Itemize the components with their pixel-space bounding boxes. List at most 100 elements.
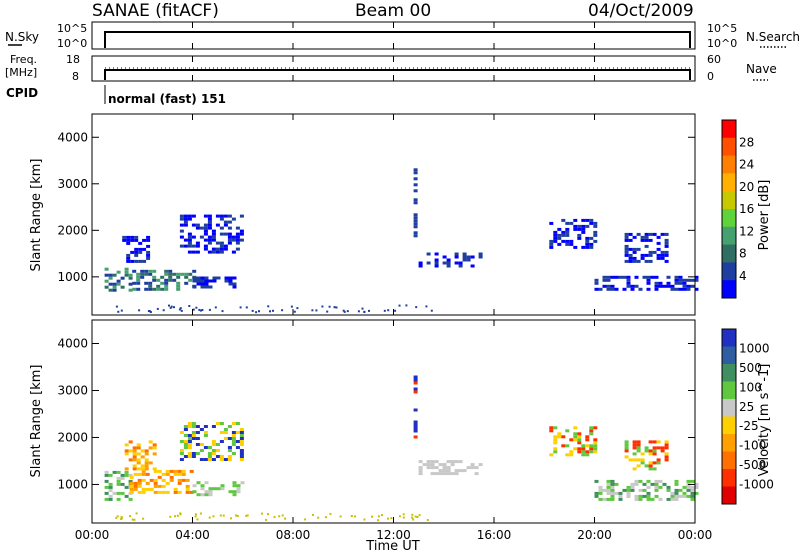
velocity-colorbar-swatch <box>722 469 736 487</box>
power-cell <box>187 217 192 221</box>
power-echo-region <box>192 276 237 289</box>
velocity-cell <box>141 490 146 494</box>
velocity-cell <box>670 491 675 495</box>
power-cell <box>120 285 125 289</box>
velocity-cell <box>136 446 141 450</box>
power-cell <box>168 269 173 273</box>
velocity-cell <box>636 458 641 462</box>
velocity-colorbar-tick: -25 <box>739 419 759 433</box>
velocity-cell <box>219 431 224 434</box>
power-cell <box>224 276 229 280</box>
velocity-cell <box>141 469 146 473</box>
velocity-cell <box>553 435 558 439</box>
velocity-cell <box>183 428 188 431</box>
power-scatter-dot <box>156 307 159 310</box>
velocity-cell <box>203 431 208 434</box>
power-scatter-dot <box>251 309 254 312</box>
velocity-cell <box>219 455 224 458</box>
power-scatter-dot <box>255 311 258 314</box>
velocity-cell <box>438 463 443 467</box>
power-cell <box>219 241 224 245</box>
power-cell <box>203 247 208 251</box>
power-cell <box>207 238 212 242</box>
power-cell <box>235 238 240 242</box>
power-cell <box>573 227 578 231</box>
power-scatter-dot <box>415 306 418 309</box>
power-cell <box>183 244 188 248</box>
freq-label-line1: Freq. <box>10 53 37 66</box>
time-axis-ticks: 00:00 04:00 08:00 12:00 16:00 20:00 00:00 <box>75 22 712 542</box>
power-cell <box>188 272 193 276</box>
velocity-cell <box>593 447 598 451</box>
velocity-scatter-dot <box>235 514 237 517</box>
velocity-cell <box>652 440 657 444</box>
power-cell <box>164 284 169 288</box>
velocity-cell <box>474 466 479 470</box>
velocity-cell <box>136 461 141 465</box>
velocity-cell <box>227 425 232 428</box>
velocity-cell <box>231 452 236 455</box>
velocity-cell <box>577 438 582 442</box>
velocity-cell <box>239 455 244 458</box>
velocity-cell <box>664 452 669 456</box>
velocity-cell <box>137 481 142 485</box>
power-cell <box>666 281 671 285</box>
velocity-cell <box>644 446 649 450</box>
velocity-cell <box>132 464 137 468</box>
power-cell <box>664 232 669 236</box>
power-scatter-dot <box>162 309 165 312</box>
power-cell <box>624 238 629 242</box>
velocity-cell <box>594 479 599 483</box>
velocity-cell <box>232 481 237 485</box>
power-cell <box>549 239 554 243</box>
power-cell <box>108 282 113 286</box>
velocity-cell <box>161 484 166 488</box>
velocity-cell <box>654 488 659 492</box>
power-cell <box>184 281 189 285</box>
power-scatter-dot <box>115 305 118 308</box>
power-cell <box>694 275 699 279</box>
velocity-cell <box>413 375 418 379</box>
power-cell <box>122 235 127 239</box>
power-scatter-dot <box>383 309 386 312</box>
velocity-cell <box>145 487 150 491</box>
power-cell <box>678 278 683 282</box>
power-cell <box>195 250 200 254</box>
velocity-cell <box>413 420 418 424</box>
power-cell <box>413 234 418 238</box>
velocity-cell <box>628 458 633 462</box>
power-cell <box>585 236 590 240</box>
power-scatter-dot <box>117 310 120 313</box>
power-cell <box>593 239 598 243</box>
power-cell <box>203 226 208 230</box>
power-cell <box>648 238 653 242</box>
velocity-scatter-dot <box>230 517 232 520</box>
velocity-cell <box>239 434 244 437</box>
power-cell <box>231 235 236 239</box>
velocity-cell <box>177 469 182 473</box>
velocity-cell <box>149 478 154 482</box>
freq-label-line2: [MHz] <box>5 66 37 79</box>
power-cell <box>577 227 582 231</box>
power-cell <box>682 287 687 291</box>
velocity-cell <box>626 491 631 495</box>
velocity-cell <box>220 484 225 488</box>
velocity-cell <box>624 443 629 447</box>
power-cell <box>674 287 679 291</box>
velocity-cell <box>179 431 184 434</box>
velocity-cell <box>152 467 157 471</box>
power-cell <box>132 287 137 291</box>
velocity-cell <box>124 449 129 453</box>
velocity-cell <box>203 425 208 428</box>
velocity-scatter-dot <box>245 514 248 517</box>
power-cell <box>593 233 598 237</box>
power-cell <box>413 225 418 229</box>
velocity-cell <box>656 446 661 450</box>
velocity-cell <box>418 460 423 464</box>
power-cell <box>228 276 233 280</box>
velocity-cell <box>183 440 188 443</box>
velocity-cell <box>129 484 134 488</box>
power-cell <box>215 214 220 218</box>
power-cell <box>235 247 240 251</box>
velocity-cell <box>474 472 479 476</box>
